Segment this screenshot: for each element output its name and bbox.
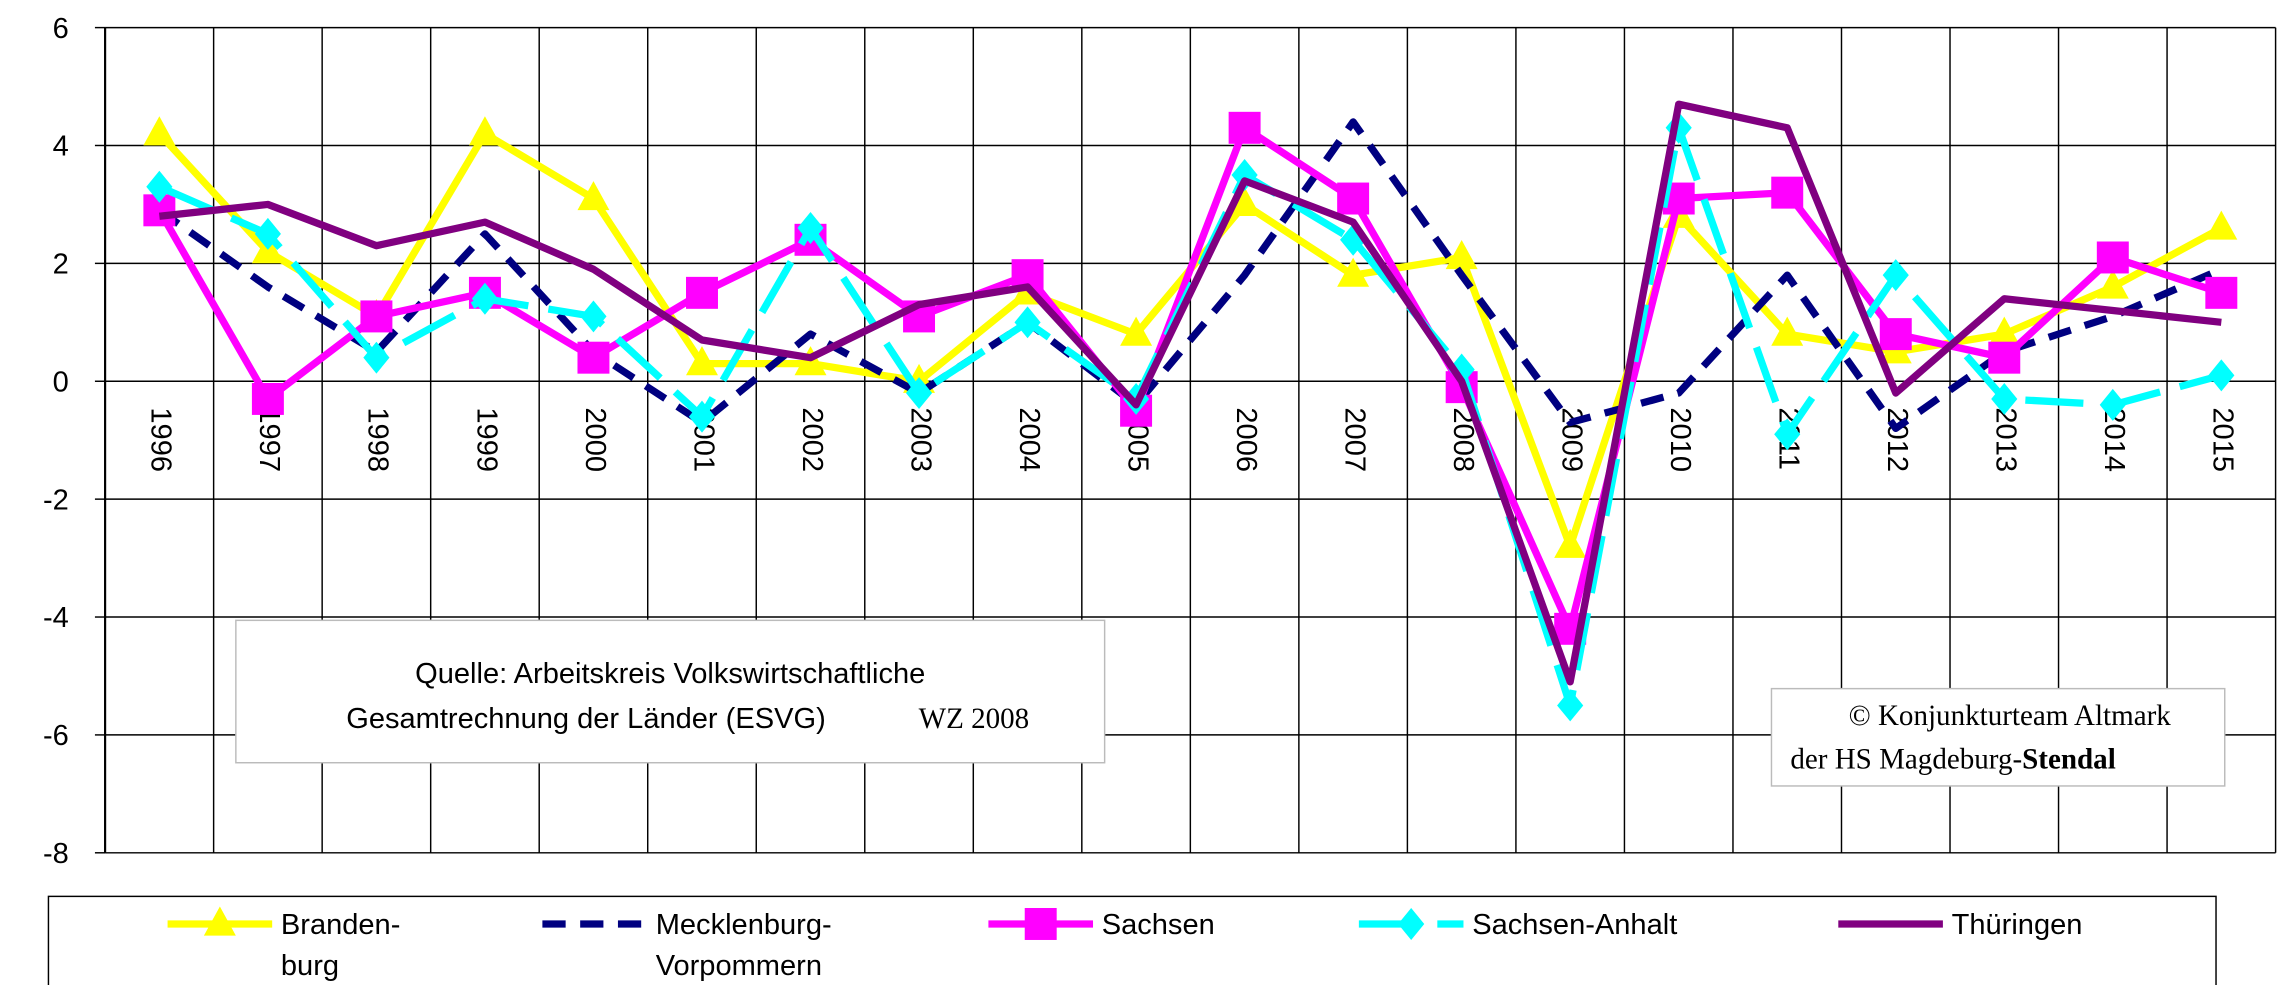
y-tick-label: 4 <box>53 131 69 163</box>
series-line <box>157 118 2223 433</box>
x-tick-label: 2012 <box>1881 407 1913 472</box>
marker-diamond <box>146 170 173 203</box>
y-tick-label: -4 <box>43 602 69 634</box>
copyright-box <box>1770 687 2226 787</box>
legend-item: Mecklenburg-Vorpommern <box>542 909 832 982</box>
marker-triangle <box>577 181 610 211</box>
copyright-text: der HS Magdeburg- <box>1790 744 2022 776</box>
x-tick-label: 1999 <box>470 407 502 472</box>
marker-diamond <box>1398 908 1425 940</box>
legend-label: Thüringen <box>1952 909 2083 941</box>
x-tick-label: 2015 <box>2207 407 2239 472</box>
marker-diamond <box>688 400 716 433</box>
legend-box <box>47 895 2217 985</box>
marker-diamond <box>580 300 607 333</box>
marker-triangle <box>1228 186 1261 217</box>
x-tick-label: 2002 <box>796 407 828 472</box>
copyright-line: © Konjunkturteam Altmark <box>1849 700 2172 732</box>
marker-triangle <box>1337 257 1370 287</box>
marker-diamond <box>471 282 499 315</box>
series <box>158 100 2222 686</box>
y-tick-label: 0 <box>53 366 69 398</box>
source-note: WZ 2008 <box>919 703 1030 735</box>
legend-label: Sachsen-Anhalt <box>1472 909 1677 941</box>
marker-triangle <box>2096 269 2129 299</box>
source-line: Quelle: Arbeitskreis Volkswirtschaftlich… <box>415 658 925 690</box>
marker-square <box>251 382 284 415</box>
marker-diamond <box>1557 689 1584 722</box>
x-tick-label: 2013 <box>1990 407 2022 472</box>
legend-label: Branden-burg <box>281 909 401 982</box>
legend-item: Branden-burg <box>167 906 401 982</box>
copyright-line: der HS Magdeburg-Stendal <box>1790 744 2115 776</box>
x-tick-label: 2000 <box>579 407 611 472</box>
marker-triangle <box>2205 210 2238 240</box>
marker-square <box>1024 908 1057 940</box>
x-tick-label: 2007 <box>1338 407 1370 472</box>
y-tick-label: 2 <box>53 249 69 281</box>
marker-diamond <box>1774 418 1801 451</box>
source-box <box>235 619 1106 764</box>
source-line: Gesamtrechnung der Länder (ESVG) <box>346 703 826 735</box>
marker-square <box>1228 111 1261 144</box>
marker-square <box>1879 318 1912 351</box>
marker-diamond <box>2208 359 2235 392</box>
marker-diamond <box>905 377 933 410</box>
legend-item: Sachsen <box>988 908 1215 941</box>
marker-square <box>1988 341 2021 374</box>
copyright-bold: Stendal <box>2022 744 2116 776</box>
marker-triangle <box>203 906 236 936</box>
marker-diamond <box>1991 382 2018 415</box>
marker-square <box>1771 176 1804 209</box>
y-tick-label: 6 <box>53 13 69 45</box>
marker-diamond <box>1014 306 1041 339</box>
marker-triangle <box>143 116 176 146</box>
marker-diamond <box>254 217 281 250</box>
series-line <box>158 100 2222 686</box>
y-tick-label: -6 <box>43 720 69 752</box>
marker-square <box>686 276 718 309</box>
legend-item: Thüringen <box>1838 909 2082 941</box>
marker-diamond <box>2099 388 2126 421</box>
x-tick-label: 2004 <box>1013 407 1045 472</box>
y-tick-label: -2 <box>43 484 69 516</box>
marker-square <box>2096 241 2129 274</box>
marker-square <box>1337 182 1370 215</box>
marker-square <box>360 300 393 333</box>
x-tick-label: 2003 <box>904 407 936 472</box>
marker-diamond <box>797 212 824 244</box>
marker-triangle <box>1120 316 1153 346</box>
marker-triangle <box>1445 240 1478 270</box>
marker-triangle <box>1988 316 2021 346</box>
marker-triangle <box>1771 316 1804 346</box>
x-tick-label: 1998 <box>362 407 394 472</box>
marker-diamond <box>1448 353 1475 386</box>
marker-square <box>577 341 610 374</box>
marker-triangle <box>686 346 718 376</box>
marker-triangle <box>468 116 501 146</box>
legend-label: Sachsen <box>1102 909 1215 941</box>
legend-item: Sachsen-Anhalt <box>1358 908 1677 941</box>
x-tick-label: 1996 <box>145 407 177 472</box>
y-tick-label: -8 <box>43 838 69 870</box>
marker-triangle <box>1554 528 1587 558</box>
marker-diamond <box>1882 259 1909 292</box>
series <box>157 118 2223 433</box>
x-tick-label: 2006 <box>1230 407 1262 472</box>
x-tick-label: 1997 <box>253 407 285 472</box>
legend-label: Mecklenburg-Vorpommern <box>656 909 832 982</box>
x-tick-label: 2010 <box>1664 407 1696 472</box>
marker-square <box>2205 276 2238 309</box>
